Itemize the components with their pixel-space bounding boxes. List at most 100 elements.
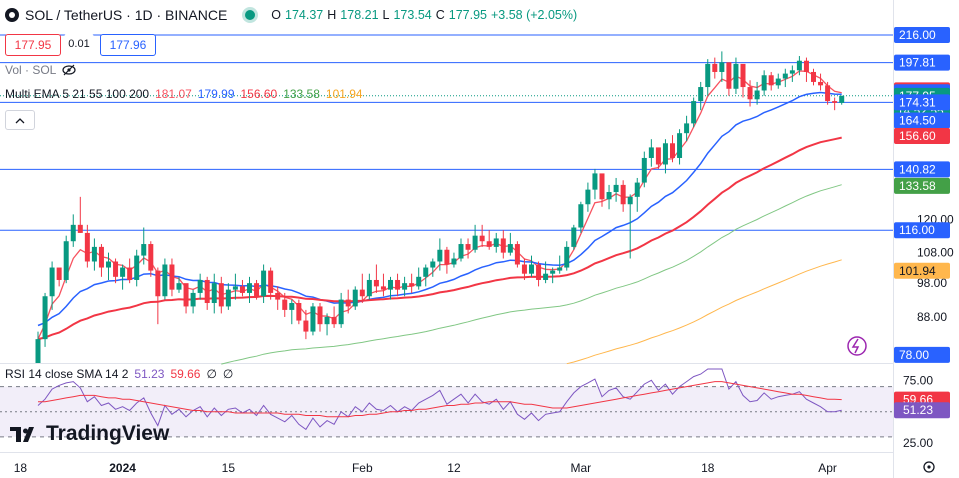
candle-body — [373, 279, 379, 287]
candle-body — [225, 289, 231, 307]
candle-body — [641, 157, 647, 183]
candle-body — [677, 133, 683, 158]
candle-body — [289, 303, 295, 310]
price-tick-label: 88.00 — [917, 310, 947, 324]
eye-hidden-icon[interactable] — [62, 64, 76, 76]
candle-body — [63, 241, 69, 280]
candle-body — [141, 244, 147, 256]
settings-gear-icon[interactable] — [923, 461, 935, 473]
low-label: L — [382, 8, 390, 22]
candle-body — [106, 261, 111, 268]
candle-body — [529, 264, 534, 274]
candle-body — [148, 244, 154, 271]
candle-body — [592, 173, 598, 190]
ema21-value: 179.99 — [197, 87, 235, 101]
market-open-status-icon — [245, 10, 256, 20]
candle-body — [620, 184, 626, 205]
candle-body — [127, 267, 133, 280]
candle-body — [345, 299, 351, 307]
volume-legend[interactable]: Vol · SOL — [5, 63, 76, 77]
candle-body — [423, 267, 429, 277]
candle-body — [282, 299, 288, 310]
candle-body — [839, 95, 845, 103]
tradingview-logo[interactable]: TradingView — [10, 422, 169, 446]
candle-body — [352, 289, 358, 307]
candle-body — [247, 283, 252, 293]
candle-body — [437, 249, 443, 262]
candle-body — [430, 261, 436, 268]
candle-body — [832, 101, 838, 103]
candle-body — [303, 320, 309, 332]
rsi-empty-value-2: ∅ — [222, 367, 234, 381]
candle-body — [56, 267, 62, 280]
candle-body — [458, 244, 464, 259]
settings-gear-ring — [923, 461, 935, 473]
candle-body — [818, 81, 824, 86]
candle-body — [218, 283, 224, 307]
candle-body — [211, 283, 217, 304]
candle-body — [578, 204, 584, 228]
price-axis-label-level — [894, 346, 950, 363]
candle-body — [684, 123, 690, 134]
open-value: 174.37 — [285, 8, 324, 22]
candle-body — [803, 60, 809, 72]
candle-body — [662, 143, 668, 165]
price-axis-label-text: 116.00 — [899, 223, 935, 237]
candle-body — [733, 63, 739, 89]
candle-body — [726, 62, 732, 89]
candle-body — [740, 63, 746, 88]
symbol-logo-icon[interactable] — [5, 8, 19, 22]
high-value: 178.21 — [340, 8, 379, 22]
low-value: 173.54 — [393, 8, 432, 22]
time-tick-label: Mar — [571, 461, 592, 475]
candle-body — [388, 279, 393, 290]
price-axis-label-text: 101.94 — [899, 264, 936, 278]
price-axis-label-text: 156.60 — [899, 129, 936, 143]
candle-body — [754, 90, 760, 100]
symbol-title[interactable]: SOL / TetherUS · 1D · BINANCE — [25, 7, 228, 23]
price-axis-label-text: 216.00 — [899, 28, 936, 42]
collapse-legend-button[interactable] — [5, 110, 35, 130]
candle-body — [712, 63, 718, 72]
candle-body — [331, 316, 337, 325]
candle-body — [691, 101, 697, 124]
candle-body — [232, 286, 238, 290]
price-axis-label-text: 140.82 — [899, 162, 936, 176]
candle-body — [239, 286, 245, 293]
candle-body — [42, 296, 48, 340]
buy-button[interactable]: 177.96 — [100, 34, 156, 56]
sell-button[interactable]: 177.95 — [5, 34, 61, 56]
price-axis-label-text: 197.81 — [899, 56, 936, 70]
candle-body — [155, 270, 161, 297]
candle-body — [359, 289, 365, 297]
candle-body — [557, 267, 563, 271]
candle-body — [775, 78, 781, 86]
time-tick-label: Feb — [352, 461, 373, 475]
candle-body — [261, 270, 267, 297]
rsi-legend[interactable]: RSI 14 close SMA 14 2 51.23 59.66 ∅ ∅ — [5, 367, 233, 381]
candle-body — [811, 71, 816, 82]
candle-body — [444, 249, 450, 265]
price-axis-label-text: 78.00 — [899, 348, 929, 362]
ema55-line — [37, 136, 842, 341]
candle-body — [705, 63, 711, 88]
candle-body — [275, 292, 281, 300]
candle-body — [698, 87, 704, 102]
time-tick-label: 15 — [222, 461, 236, 475]
indicator-icon-ring — [847, 336, 867, 356]
candle-body — [254, 283, 260, 297]
indicator-icon[interactable] — [847, 336, 867, 356]
ema200-value: 101.94 — [325, 87, 363, 101]
candle-body — [627, 196, 633, 205]
price-tick-label: 108.00 — [917, 246, 954, 260]
candle-body — [395, 279, 401, 290]
ema-legend[interactable]: Multi EMA 5 21 55 100 200 181.07 179.99 … — [5, 87, 363, 101]
candle-body — [768, 75, 774, 86]
candle-body — [670, 143, 675, 158]
candle-body — [169, 264, 175, 290]
price-axis-border — [893, 0, 894, 478]
price-axis-label-text: 133.58 — [899, 179, 936, 193]
candle-body — [634, 182, 640, 197]
chevron-up-icon — [15, 117, 25, 123]
